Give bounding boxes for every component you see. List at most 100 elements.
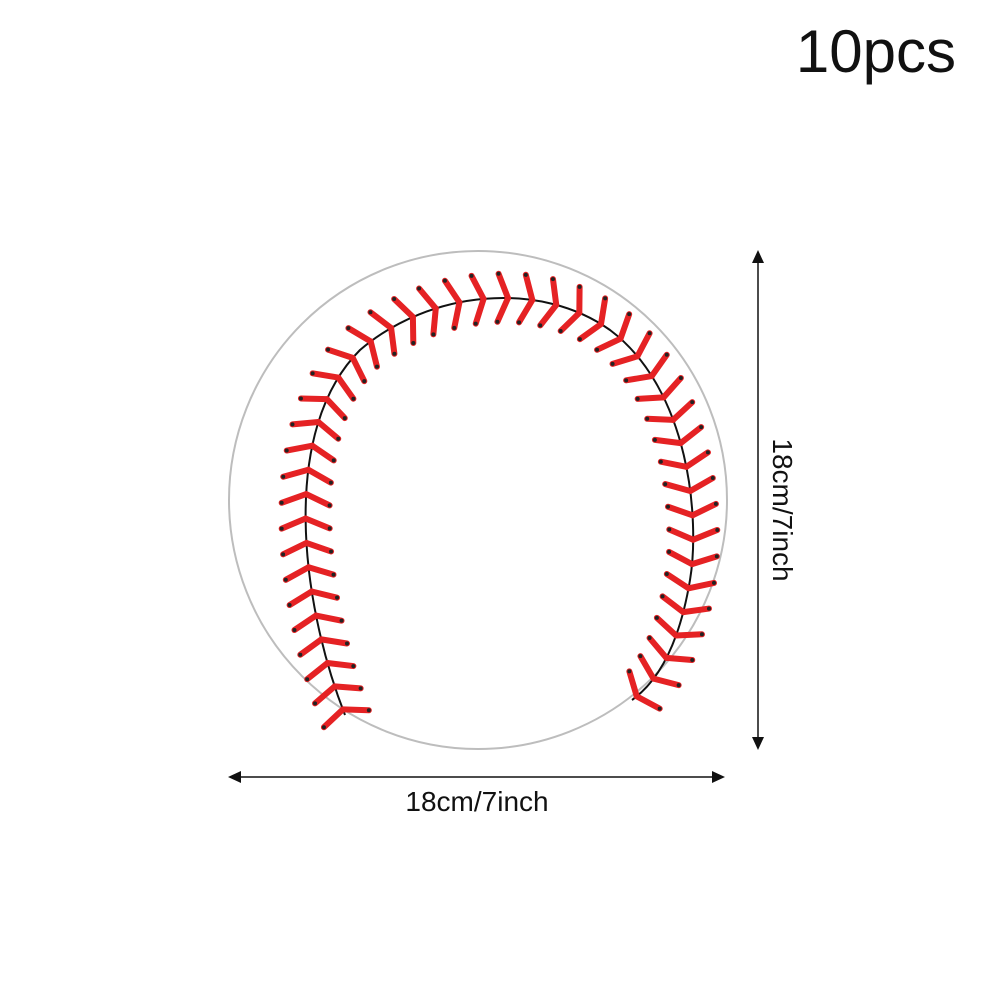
stitch-end bbox=[676, 683, 681, 688]
stitch bbox=[388, 325, 398, 357]
stitch-end bbox=[577, 337, 582, 342]
stitch-end bbox=[610, 361, 615, 366]
stitch bbox=[666, 548, 696, 568]
stitch-end bbox=[442, 278, 447, 283]
stitch bbox=[305, 466, 334, 486]
stitch-end bbox=[647, 635, 652, 640]
stitch bbox=[430, 305, 439, 338]
stitch bbox=[280, 466, 312, 480]
stitch bbox=[537, 301, 560, 329]
stitch bbox=[660, 374, 684, 401]
stitch bbox=[651, 436, 684, 447]
stitch bbox=[659, 593, 687, 616]
stitch-end bbox=[699, 425, 704, 430]
stitch bbox=[325, 346, 356, 361]
stitch-end bbox=[657, 706, 662, 711]
stitch bbox=[648, 351, 670, 380]
stitch-end bbox=[652, 437, 657, 442]
stitch bbox=[304, 660, 331, 683]
stitch-end bbox=[635, 396, 640, 401]
stitch-end bbox=[558, 328, 563, 333]
stitch bbox=[680, 605, 712, 616]
stitch bbox=[349, 354, 368, 385]
stitch-end bbox=[645, 416, 650, 421]
stitch-end bbox=[392, 296, 397, 301]
stitch bbox=[315, 419, 342, 442]
stitch bbox=[516, 296, 536, 326]
stitch-end bbox=[550, 277, 555, 282]
stitch bbox=[308, 588, 341, 601]
stitch bbox=[494, 295, 511, 325]
stitch bbox=[312, 683, 338, 707]
stitch bbox=[313, 612, 345, 624]
stitch-end bbox=[715, 527, 720, 532]
stitch-end bbox=[346, 326, 351, 331]
stitch bbox=[278, 515, 309, 532]
stitch-end bbox=[452, 325, 457, 330]
stitch-end bbox=[328, 480, 333, 485]
stitch bbox=[441, 277, 463, 306]
stitch-end bbox=[627, 312, 632, 317]
stitch-end bbox=[351, 664, 356, 669]
stitch-end bbox=[287, 603, 292, 608]
stitch-end bbox=[290, 422, 295, 427]
stitch-end bbox=[327, 526, 332, 531]
stitch bbox=[468, 272, 487, 302]
stitch bbox=[664, 503, 696, 519]
stitch-end bbox=[310, 371, 315, 376]
stitch bbox=[391, 295, 416, 320]
stitch bbox=[309, 370, 342, 381]
stitch bbox=[662, 481, 694, 494]
height-label: 18cm/7inch bbox=[767, 438, 798, 582]
stitch-end bbox=[667, 527, 672, 532]
stitch-end bbox=[678, 375, 683, 380]
stitch-end bbox=[654, 615, 659, 620]
stitch-end bbox=[577, 284, 582, 289]
stitch bbox=[626, 668, 640, 700]
stitch-end bbox=[667, 549, 672, 554]
baseball-outline bbox=[228, 250, 728, 750]
stitch-end bbox=[647, 331, 652, 336]
stitch-end bbox=[298, 652, 303, 657]
stitch bbox=[297, 636, 325, 658]
stitch bbox=[309, 442, 337, 464]
stitch-end bbox=[305, 677, 310, 682]
stitch bbox=[653, 614, 679, 639]
stitch-end bbox=[342, 416, 347, 421]
stitch bbox=[576, 321, 605, 343]
stitch bbox=[650, 675, 682, 689]
stitch bbox=[623, 373, 655, 384]
stitch bbox=[303, 539, 335, 555]
stitch bbox=[683, 449, 711, 470]
height-dimension-arrow bbox=[752, 250, 764, 750]
stitch bbox=[644, 415, 677, 423]
stitch-end bbox=[603, 296, 608, 301]
stitch-end bbox=[331, 572, 336, 577]
stitch-end bbox=[523, 272, 528, 277]
stitch-end bbox=[329, 549, 334, 554]
stitch bbox=[637, 653, 657, 682]
stitch-end bbox=[495, 319, 500, 324]
stitch-end bbox=[279, 526, 284, 531]
stitch-end bbox=[690, 657, 695, 662]
stitch-end bbox=[362, 379, 367, 384]
stitch-end bbox=[283, 577, 288, 582]
stitch bbox=[663, 654, 696, 663]
stitch-end bbox=[638, 654, 643, 659]
stitch bbox=[672, 631, 705, 639]
stitch-end bbox=[417, 286, 422, 291]
stitch-end bbox=[664, 571, 669, 576]
stitch bbox=[690, 526, 721, 543]
stitch bbox=[297, 395, 330, 403]
stitch bbox=[345, 325, 374, 345]
stitch-end bbox=[281, 474, 286, 479]
stitch bbox=[557, 309, 583, 334]
stitch bbox=[522, 271, 536, 303]
stitch-end bbox=[326, 347, 331, 352]
stitch bbox=[663, 570, 692, 592]
stitch bbox=[549, 276, 560, 308]
stitch-end bbox=[517, 320, 522, 325]
stitch-end bbox=[660, 594, 665, 599]
stitch-end bbox=[473, 321, 478, 326]
